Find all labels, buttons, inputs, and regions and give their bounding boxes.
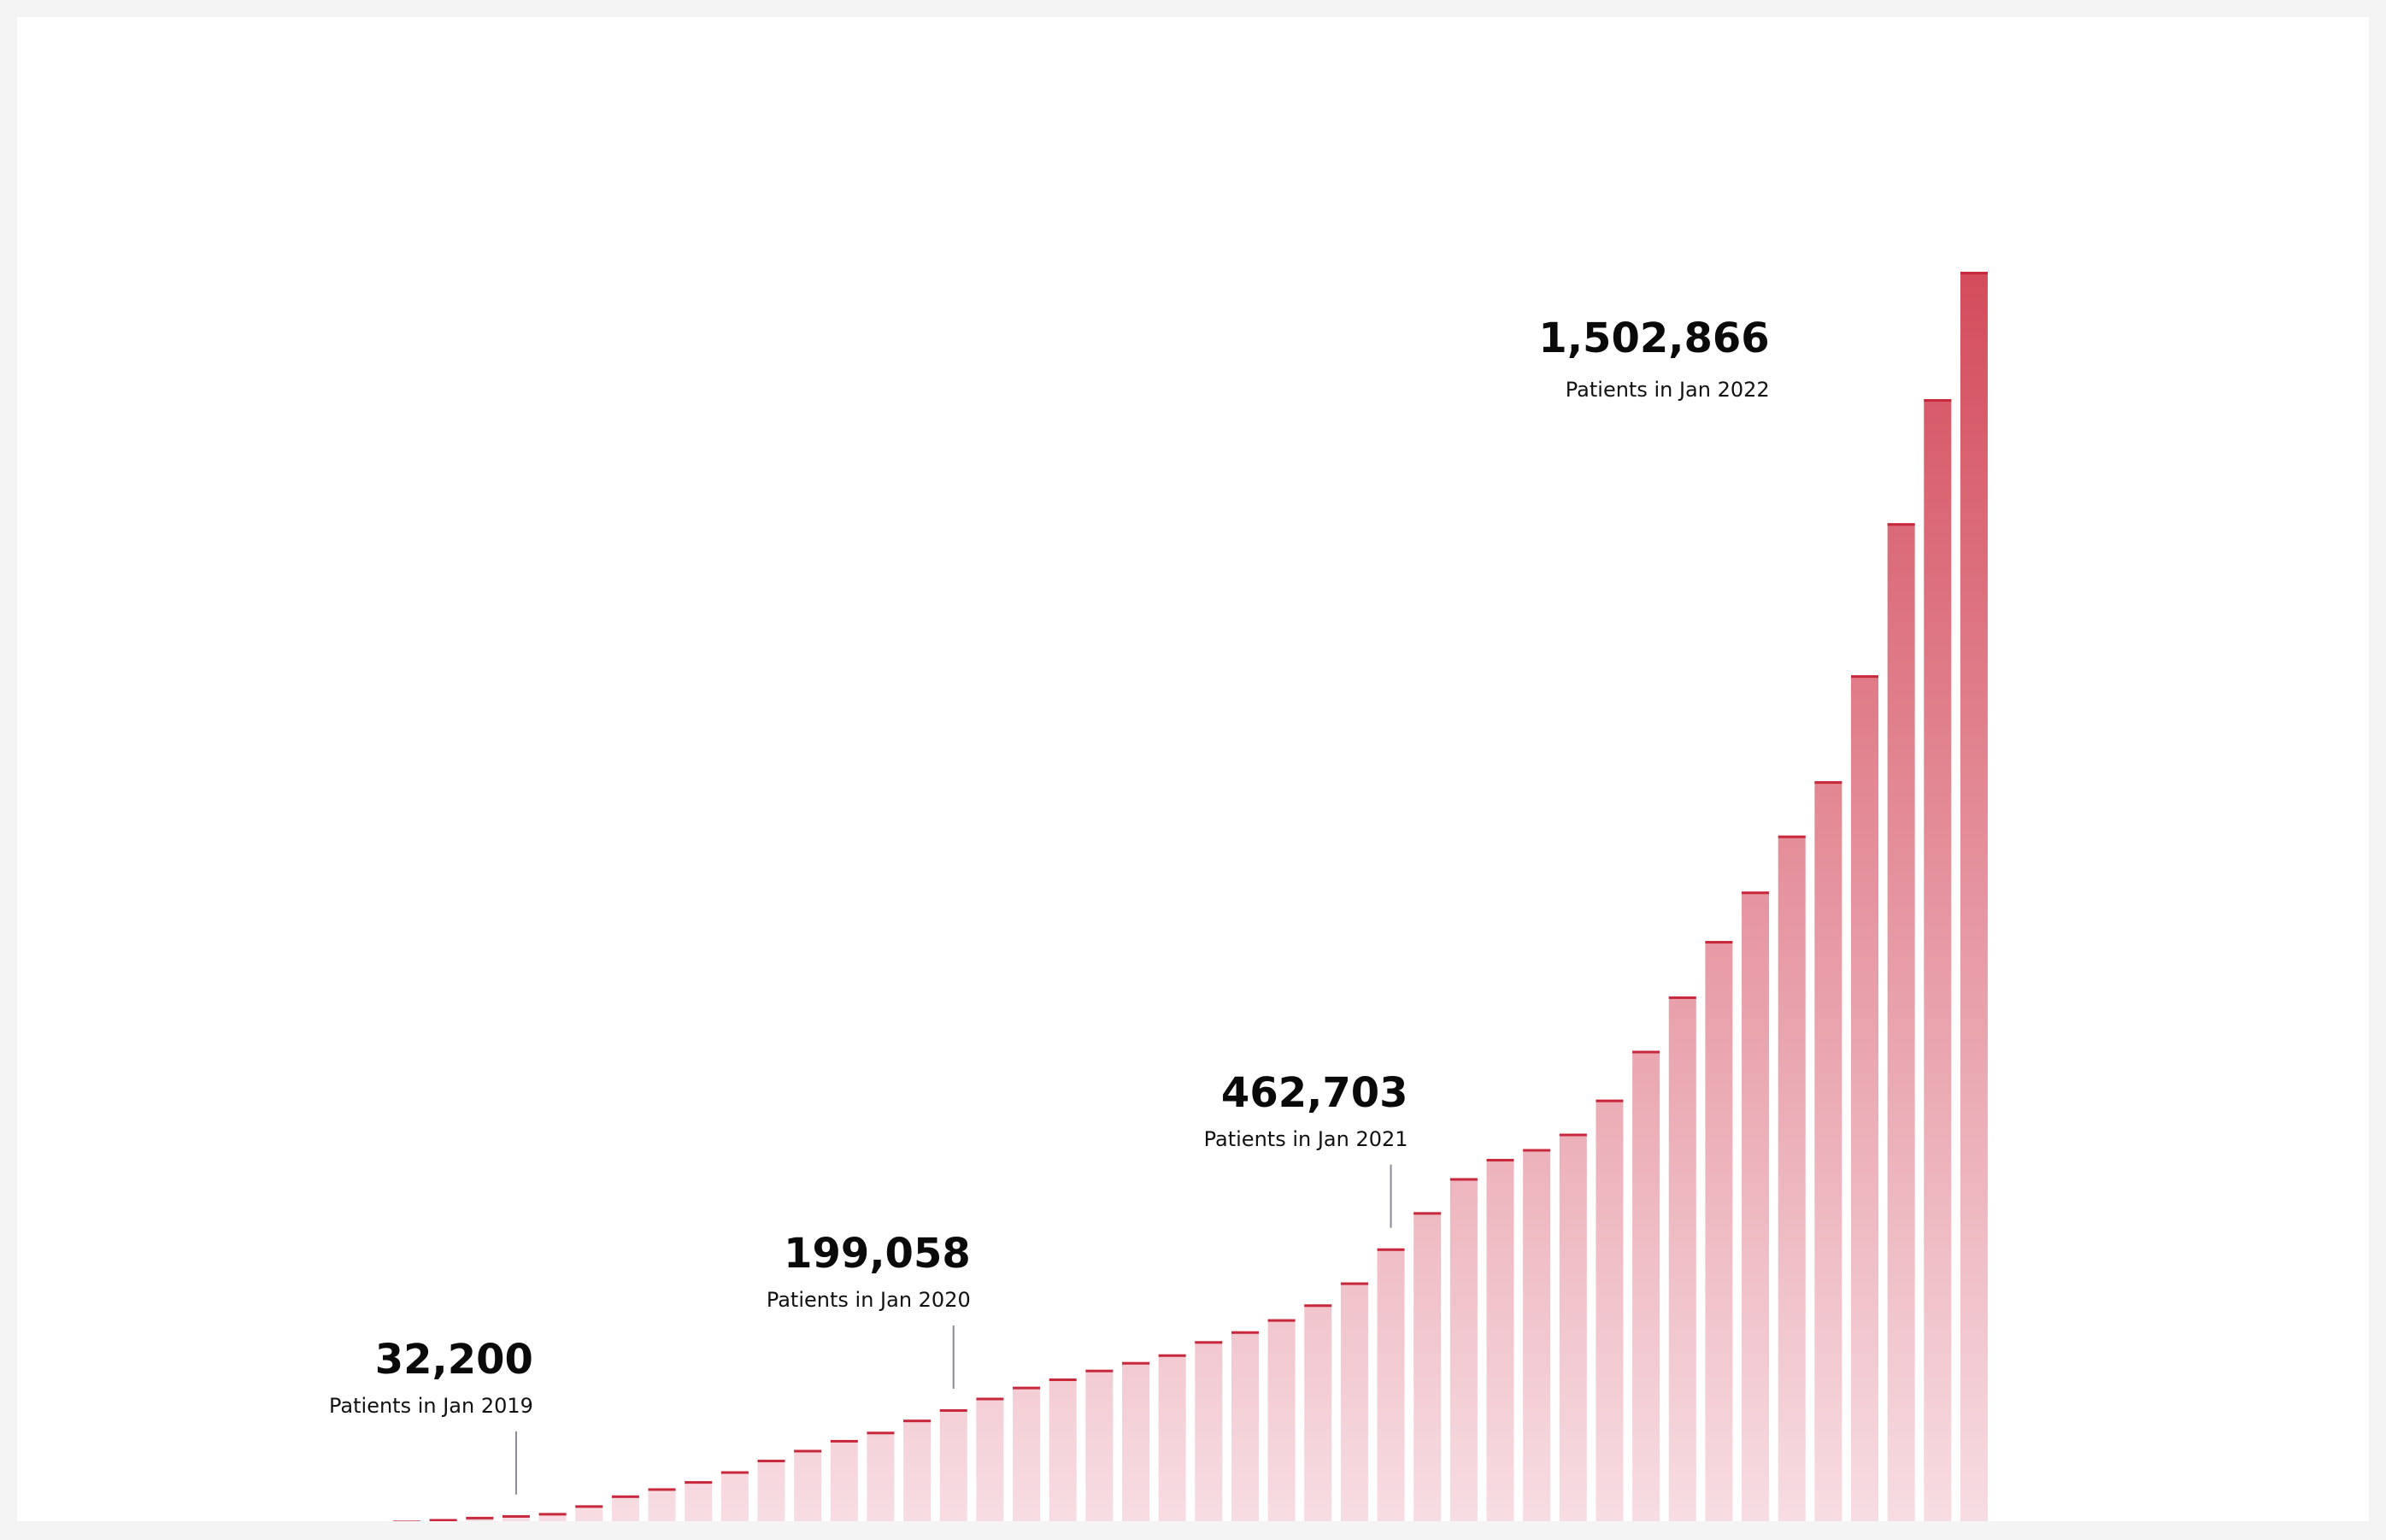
patients-bar-chart: 32,200 Patients in Jan 2019 199,058 Patient… [329,272,1988,1521]
chart-card: 32,200 Patients in Jan 2019 199,058 Patient… [17,17,2369,1521]
bar-cap-7 [648,1488,676,1491]
bar-29 [1449,1178,1478,1521]
bar-8 [685,1481,713,1521]
bar-cap-38 [1778,835,1806,838]
bar-cap-20 [1122,1361,1149,1365]
bar-23 [1231,1331,1259,1521]
bar-25 [1304,1304,1332,1521]
bar-21 [1158,1354,1186,1521]
bar-39 [1814,781,1842,1521]
bar-cap-21 [1158,1354,1186,1357]
annotation-value-1: 199,058 [784,1230,971,1278]
bar-37 [1742,891,1770,1521]
bar-cap-19 [1085,1369,1114,1372]
bar-20 [1122,1361,1149,1521]
bar-16 [976,1397,1004,1521]
bar-3 [502,1514,530,1521]
bar-cap-25 [1304,1304,1332,1308]
annotation-label-1: Patients in Jan 2020 [767,1288,971,1312]
bar-43 [1960,272,1988,1521]
bar-15 [939,1408,967,1521]
bar-cap-36 [1705,941,1733,944]
bar-40 [1851,675,1878,1521]
bar-cap-4 [538,1513,567,1516]
bar-cap-8 [685,1481,713,1484]
bar-cap-6 [611,1495,639,1498]
bar-34 [1632,1050,1660,1521]
bar-cap-35 [1668,996,1696,999]
bar-36 [1705,941,1733,1521]
bar-27 [1377,1248,1405,1521]
annotation-label-2: Patients in Jan 2021 [1204,1127,1408,1151]
bar-14 [903,1420,931,1521]
bar-cap-5 [575,1505,603,1508]
bar-cap-10 [757,1460,785,1463]
bar-series [393,272,1988,1521]
bar-cap-13 [867,1431,895,1435]
bar-cap-39 [1814,781,1842,785]
bar-30 [1486,1159,1514,1521]
bar-cap-42 [1924,399,1952,403]
bar-cap-37 [1742,891,1770,895]
bar-cap-14 [903,1420,931,1423]
bar-cap-16 [976,1397,1004,1401]
annotation-value-0: 32,200 [375,1336,533,1384]
bar-cap-41 [1887,523,1915,526]
bar-5 [575,1505,603,1521]
bar-31 [1523,1149,1551,1521]
annotation-value-3: 1,502,866 [1538,314,1769,362]
bar-42 [1924,399,1952,1521]
bar-26 [1340,1282,1368,1521]
bar-28 [1413,1212,1442,1521]
bar-cap-34 [1632,1050,1660,1054]
bar-6 [611,1495,639,1521]
bar-38 [1778,835,1806,1521]
bar-7 [648,1488,676,1521]
bar-cap-28 [1413,1212,1442,1215]
bar-cap-29 [1449,1178,1478,1181]
bar-19 [1085,1369,1114,1521]
bar-cap-43 [1960,272,1988,275]
bar-17 [1013,1386,1041,1521]
bar-cap-3 [502,1514,530,1518]
bar-4 [538,1513,567,1521]
bar-11 [794,1449,822,1521]
bar-33 [1596,1099,1624,1521]
bar-cap-33 [1596,1099,1624,1102]
bar-cap-26 [1340,1282,1368,1285]
bar-22 [1195,1341,1223,1521]
bar-12 [830,1439,858,1521]
bar-cap-27 [1377,1248,1405,1251]
bar-cap-12 [830,1439,858,1443]
bar-cap-40 [1851,675,1878,679]
bar-cap-1 [429,1519,457,1521]
bar-10 [757,1460,785,1521]
bar-32 [1559,1133,1587,1521]
bar-13 [867,1431,895,1521]
bar-9 [720,1471,749,1521]
annotation-label-0: Patients in Jan 2019 [329,1394,533,1418]
bar-cap-18 [1049,1378,1077,1381]
bar-24 [1267,1319,1296,1521]
annotation-value-2: 462,703 [1221,1069,1408,1117]
annotation-label-3: Patients in Jan 2022 [1566,378,1770,402]
bar-cap-24 [1267,1319,1296,1322]
bar-cap-17 [1013,1386,1041,1390]
bar-cap-32 [1559,1133,1587,1137]
bar-cap-30 [1486,1159,1514,1162]
annotation-layer: 32,200 Patients in Jan 2019 199,058 Patient… [329,314,1770,1495]
bar-18 [1049,1378,1077,1521]
bar-cap-22 [1195,1341,1223,1344]
bar-cap-15 [939,1408,967,1412]
bar-cap-0 [393,1520,420,1521]
bar-cap-2 [466,1516,494,1519]
bar-cap-11 [794,1449,822,1453]
bar-cap-23 [1231,1331,1259,1334]
bar-41 [1887,523,1915,1521]
bar-cap-9 [720,1471,749,1474]
bar-35 [1668,996,1696,1521]
bar-cap-31 [1523,1149,1551,1152]
